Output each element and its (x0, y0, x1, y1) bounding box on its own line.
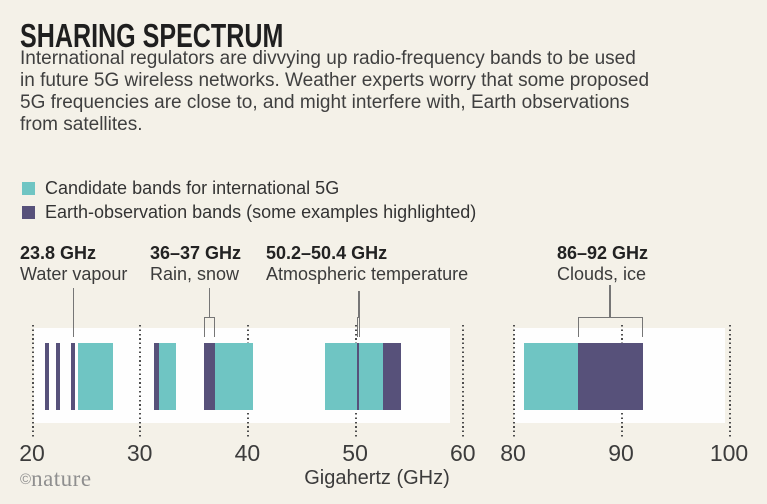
callout-description: Water vapour (20, 264, 128, 284)
callout-frequency: 86–92 GHz (557, 243, 649, 263)
legend-item-earth-observation: Earth-observation bands (some examples h… (22, 200, 476, 224)
gridline-80 (512, 325, 515, 437)
legend: Candidate bands for international 5G Ear… (22, 176, 476, 224)
callout-pointer-line (72, 288, 75, 337)
axis-tick-label-30: 30 (126, 440, 153, 466)
band-candidate-5g (159, 343, 177, 410)
legend-label-5g: Candidate bands for international 5G (45, 177, 340, 198)
callout-2: 36–37 GHz Rain, snow (150, 243, 241, 285)
callout-frequency: 50.2–50.4 GHz (266, 243, 388, 263)
callout-frequency: 36–37 GHz (150, 243, 242, 263)
legend-item-5g: Candidate bands for international 5G (22, 176, 476, 200)
band-earth-observation (357, 343, 362, 410)
band-candidate-5g (523, 343, 578, 410)
description-text: International regulators are divvying up… (20, 48, 650, 135)
callout-description: Atmospheric temperature (266, 264, 469, 284)
gridline-30 (139, 325, 142, 437)
legend-label-earth-observation: Earth-observation bands (some examples h… (45, 201, 477, 222)
axis-tick-label-60: 60 (450, 440, 476, 466)
callout-pointer-stem (609, 285, 611, 317)
nature-logo: ©nature (20, 466, 92, 492)
gridline-60 (462, 325, 465, 437)
callout-pointer-stem (208, 288, 211, 317)
gridline-20 (31, 325, 34, 437)
callout-description: Clouds, ice (557, 264, 647, 284)
axis-tick-label-40: 40 (234, 440, 261, 466)
band-earth-observation (204, 343, 216, 410)
gridline-100 (728, 325, 731, 437)
band-earth-observation (153, 343, 160, 410)
callout-4: 86–92 GHz Clouds, ice (557, 243, 648, 285)
axis-tick-label-100: 100 (709, 440, 749, 466)
legend-swatch-5g-icon (22, 181, 35, 195)
brand-name: nature (31, 466, 92, 491)
callout-pointer-bracket (204, 317, 216, 337)
band-earth-observation (577, 343, 643, 410)
band-earth-observation (44, 343, 49, 410)
callout-description: Rain, snow (150, 264, 240, 284)
callout-3: 50.2–50.4 GHz Atmospheric temperature (266, 243, 468, 285)
band-earth-observation (383, 343, 401, 410)
band-earth-observation (70, 343, 76, 410)
x-axis-label: Gigahertz (GHz) (304, 467, 450, 489)
band-candidate-5g (77, 343, 113, 410)
axis-tick-label-20: 20 (19, 440, 45, 466)
band-candidate-5g (324, 343, 358, 410)
band-candidate-5g (359, 343, 384, 410)
axis-tick-label-50: 50 (342, 440, 368, 466)
band-earth-observation (55, 343, 60, 410)
callout-pointer-stem (358, 291, 360, 317)
axis-tick-label-80: 80 (500, 440, 526, 466)
axis-tick-label-90: 90 (608, 440, 634, 466)
copyright-icon: © (20, 471, 32, 488)
band-candidate-5g (215, 343, 253, 410)
legend-swatch-earth-observation-icon (22, 205, 35, 219)
callout-pointer-bracket (577, 317, 643, 337)
page-title: SHARING SPECTRUM (20, 17, 284, 54)
callout-frequency: 23.8 GHz (20, 243, 97, 263)
callout-pointer-bracket (357, 317, 361, 337)
callout-1: 23.8 GHz Water vapour (20, 243, 127, 285)
